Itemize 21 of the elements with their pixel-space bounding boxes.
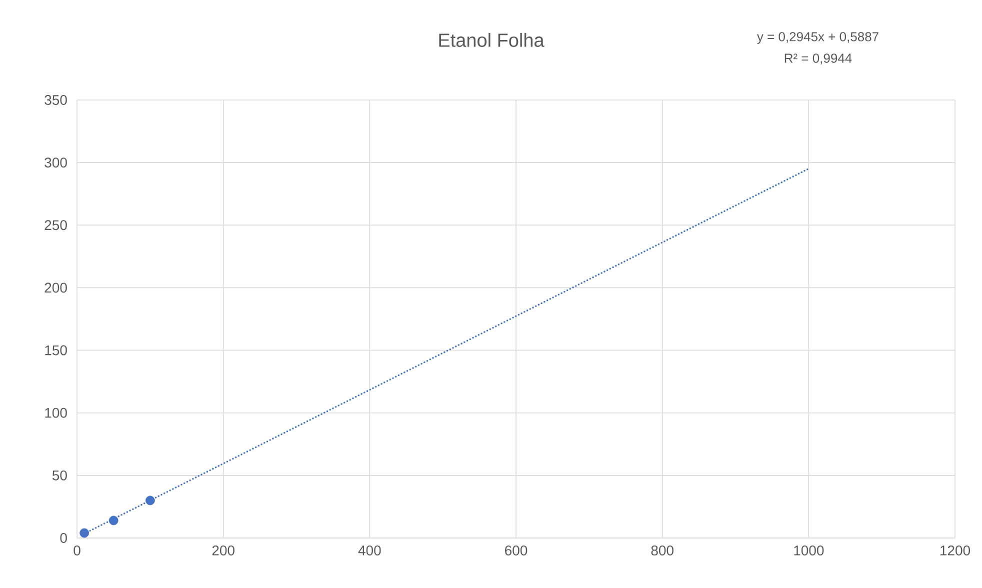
text: R² = 0,9944: [784, 54, 852, 64]
y-tick-label: 300: [44, 158, 67, 168]
y-tick-label: 100: [45, 408, 67, 418]
x-tick-label: 400: [358, 546, 381, 556]
y-tick-label: 0: [60, 533, 67, 543]
chart-title: Etanol Folha: [439, 33, 544, 47]
y-tick-label: 50: [52, 470, 67, 480]
x-tick-label: 1000: [794, 546, 824, 556]
y-tick-label: 250: [44, 220, 67, 230]
x-tick-label: 1200: [940, 546, 970, 556]
y-tick-label: 350: [44, 95, 67, 105]
text: y = 0,2945x + 0,5887: [756, 32, 878, 44]
y-tick-label: 200: [44, 282, 67, 293]
x-tick-label: 600: [505, 546, 528, 556]
x-tick-label: 0: [74, 546, 80, 556]
point: [80, 528, 90, 538]
x-tick-label: 800: [651, 546, 674, 556]
point: [108, 516, 118, 526]
point: [145, 496, 155, 506]
y-tick-label: 150: [45, 345, 67, 356]
x-tick-label: 200: [212, 546, 234, 556]
